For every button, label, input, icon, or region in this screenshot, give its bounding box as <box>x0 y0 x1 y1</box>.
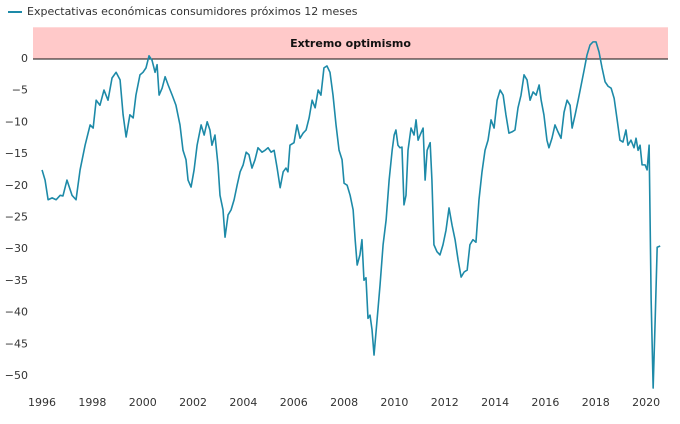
y-tick-label: −50 <box>5 369 28 382</box>
x-tick-label: 2012 <box>431 396 459 409</box>
x-tick-label: 1998 <box>78 396 106 409</box>
x-tick-label: 2014 <box>481 396 509 409</box>
x-tick-label: 2002 <box>179 396 207 409</box>
x-tick-label: 2016 <box>531 396 559 409</box>
x-tick-label: 2000 <box>129 396 157 409</box>
x-tick-label: 2020 <box>632 396 660 409</box>
legend-label: Expectativas económicas consumidores pró… <box>27 5 358 18</box>
y-tick-label: −40 <box>5 306 28 319</box>
band-label: Extremo optimismo <box>290 37 411 50</box>
y-tick-label: −15 <box>5 147 28 160</box>
y-tick-label: −25 <box>5 210 28 223</box>
y-tick-label: −45 <box>5 337 28 350</box>
x-tick-label: 2018 <box>582 396 610 409</box>
x-tick-label: 2004 <box>229 396 257 409</box>
y-tick-label: −20 <box>5 179 28 192</box>
x-tick-label: 1996 <box>28 396 56 409</box>
y-tick-label: 0 <box>21 52 28 65</box>
band <box>33 27 668 59</box>
y-tick-label: −30 <box>5 242 28 255</box>
data-line <box>41 41 661 389</box>
x-tick-label: 2006 <box>280 396 308 409</box>
y-tick-label: −5 <box>12 84 28 97</box>
x-tick-label: 2010 <box>380 396 408 409</box>
y-tick-label: −35 <box>5 274 28 287</box>
y-tick-label: −10 <box>5 115 28 128</box>
x-tick-label: 2008 <box>330 396 358 409</box>
